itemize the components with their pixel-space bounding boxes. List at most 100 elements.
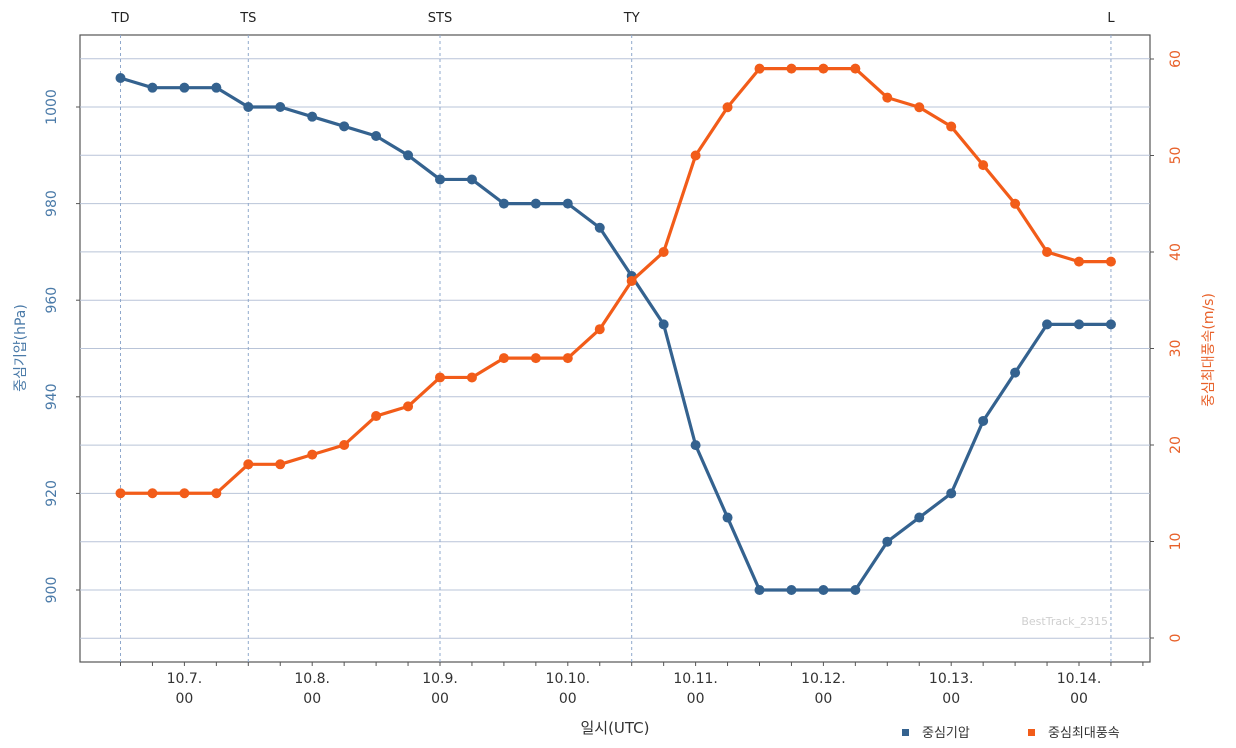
- data-point-pressure: [339, 121, 350, 132]
- x-tick-time: 00: [175, 691, 193, 707]
- data-point-pressure: [371, 130, 382, 141]
- y-left-tick-label: 1000: [44, 89, 60, 125]
- x-tick-date: 10.8.: [294, 671, 330, 687]
- x-tick-date: 10.7.: [167, 671, 203, 687]
- y-left-tick-label: 900: [44, 577, 60, 604]
- stage-label: TD: [111, 11, 130, 26]
- data-point-wind: [626, 275, 637, 286]
- data-point-pressure: [786, 585, 797, 595]
- data-point-wind: [658, 247, 669, 257]
- data-point-pressure: [562, 198, 573, 209]
- data-point-pressure: [435, 174, 445, 185]
- series-line-wind: [120, 67, 1111, 495]
- data-point-wind: [275, 459, 286, 470]
- data-point-wind: [115, 488, 126, 499]
- data-point-pressure: [1105, 319, 1116, 330]
- data-point-wind: [594, 324, 605, 335]
- data-point-wind: [498, 353, 509, 364]
- data-point-pressure: [466, 174, 477, 185]
- axis-layer: 900 920 940 960 980 1000 0 10 20 30 40 50 60 10.7. 00 1…: [44, 50, 1184, 707]
- x-tick-time: 00: [559, 691, 577, 707]
- data-point-wind: [530, 353, 541, 364]
- data-point-pressure: [594, 222, 605, 233]
- y-right-tick-label: 50: [1168, 147, 1184, 165]
- data-point-wind: [371, 411, 382, 422]
- x-tick-time: 00: [814, 691, 832, 707]
- data-point-pressure: [946, 488, 957, 499]
- stage-label: L: [1107, 11, 1115, 26]
- data-point-pressure: [882, 536, 893, 547]
- data-point-wind: [243, 459, 254, 470]
- data-point-pressure: [243, 102, 254, 112]
- data-point-pressure: [307, 111, 318, 122]
- data-point-wind: [147, 488, 158, 499]
- y-left-tick-label: 980: [44, 190, 60, 217]
- stage-label: TS: [239, 11, 256, 26]
- data-point-wind: [179, 488, 190, 499]
- data-point-pressure: [658, 319, 669, 330]
- data-point-pressure: [690, 440, 701, 451]
- data-point-wind: [562, 353, 573, 364]
- x-tick-time: 00: [687, 691, 705, 707]
- x-tick-date: 10.13.: [929, 671, 974, 687]
- x-tick-date: 10.9.: [422, 671, 458, 687]
- data-point-pressure: [818, 585, 829, 595]
- data-point-pressure: [754, 585, 765, 595]
- x-tick-date: 10.10.: [546, 671, 591, 687]
- data-point-wind: [435, 372, 445, 383]
- data-point-wind: [1042, 247, 1053, 257]
- legend-swatch-wind: [1028, 729, 1035, 736]
- y-left-tick-label: 940: [44, 383, 60, 410]
- data-point-wind: [1074, 256, 1084, 267]
- data-point-pressure: [978, 415, 989, 426]
- x-tick-date: 10.14.: [1057, 671, 1102, 687]
- data-point-wind: [914, 102, 925, 113]
- data-point-pressure: [179, 82, 190, 93]
- data-point-pressure: [1010, 367, 1021, 378]
- x-tick-time: 00: [303, 691, 321, 707]
- data-point-wind: [882, 92, 893, 103]
- data-point-pressure: [722, 512, 733, 523]
- data-point-pressure: [211, 82, 222, 93]
- data-point-wind: [1105, 256, 1116, 267]
- y-left-tick-label: 960: [44, 287, 60, 314]
- data-point-wind: [818, 63, 829, 74]
- data-point-wind: [754, 63, 765, 74]
- watermark: BestTrack_2315: [1021, 615, 1108, 628]
- legend: 중심기압 중심최대풍속: [902, 726, 1120, 741]
- data-point-pressure: [1042, 319, 1053, 330]
- x-tick-time: 00: [431, 691, 449, 707]
- y-right-tick-label: 40: [1168, 243, 1184, 261]
- data-point-wind: [722, 102, 733, 113]
- data-point-wind: [211, 488, 222, 499]
- data-point-wind: [403, 401, 414, 412]
- data-point-wind: [466, 372, 477, 383]
- data-point-pressure: [530, 198, 541, 209]
- x-tick-date: 10.11.: [673, 671, 718, 687]
- stage-label: TY: [623, 11, 640, 26]
- data-point-pressure: [403, 150, 414, 161]
- y-axis-left-label: 중심기압(hPa): [13, 304, 29, 392]
- data-point-wind: [850, 63, 861, 74]
- x-tick-time: 00: [942, 691, 960, 707]
- data-point-wind: [946, 121, 957, 132]
- data-point-wind: [690, 150, 701, 161]
- legend-label-pressure: 중심기압: [922, 726, 970, 741]
- data-point-wind: [339, 440, 350, 450]
- series-line-pressure: [120, 76, 1111, 592]
- data-point-pressure: [850, 585, 861, 595]
- y-right-tick-label: 10: [1168, 533, 1184, 551]
- stage-label: STS: [428, 11, 452, 26]
- x-tick-time: 00: [1070, 691, 1088, 707]
- y-left-tick-label: 920: [44, 480, 60, 507]
- y-right-tick-label: 0: [1168, 634, 1184, 643]
- data-point-wind: [1010, 198, 1021, 209]
- data-point-pressure: [1074, 319, 1084, 330]
- series-layer: [115, 63, 1116, 595]
- data-point-pressure: [498, 198, 509, 209]
- data-point-pressure: [115, 73, 126, 84]
- legend-swatch-pressure: [902, 729, 909, 736]
- data-point-pressure: [147, 82, 158, 93]
- data-point-wind: [307, 449, 318, 460]
